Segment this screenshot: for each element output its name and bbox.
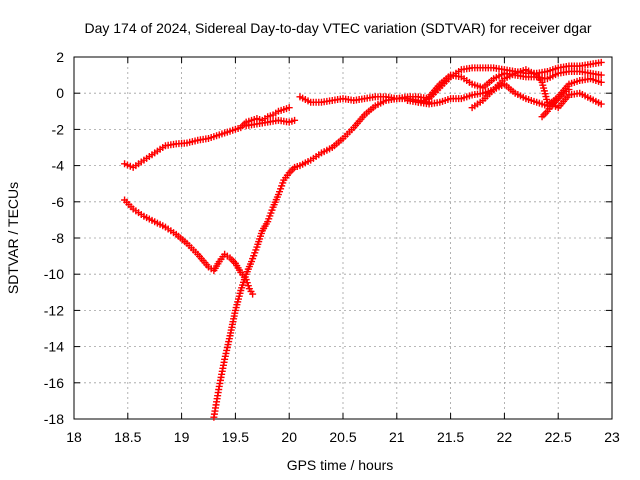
y-tick-label: -14 [44, 339, 64, 355]
x-tick-label: 22 [497, 429, 513, 445]
axis-ticks [73, 56, 613, 420]
series-track-f [425, 67, 605, 101]
y-tick-labels: -18 -16 -14 -12 -10 -8 -6 -4 -2 0 2 [44, 49, 64, 427]
y-tick-label: -10 [44, 266, 64, 282]
x-tick-label: 18 [66, 429, 82, 445]
x-tick-label: 19.5 [222, 429, 249, 445]
x-tick-label: 21.5 [437, 429, 464, 445]
series-track-a [121, 104, 293, 171]
chart-title: Day 174 of 2024, Sidereal Day-to-day VTE… [84, 20, 591, 36]
y-tick-label: -18 [44, 411, 64, 427]
y-tick-label: 2 [56, 49, 64, 65]
y-tick-label: -2 [52, 121, 65, 137]
series-track-d [296, 93, 433, 106]
y-tick-label: -4 [52, 158, 65, 174]
y-tick-label: -6 [52, 194, 65, 210]
y-tick-label: 0 [56, 85, 64, 101]
x-tick-label: 22.5 [545, 429, 572, 445]
data-point [597, 78, 605, 86]
y-tick-label: -12 [44, 302, 64, 318]
series-track-h [468, 66, 605, 112]
data-point [597, 71, 605, 79]
x-tick-labels: 18 18.5 19 19.5 20 20.5 21 21.5 22 22.5 23 [66, 429, 620, 445]
data-point [249, 290, 257, 298]
x-tick-label: 20 [281, 429, 297, 445]
data-point [285, 104, 293, 112]
x-tick-label: 18.5 [114, 429, 141, 445]
x-tick-label: 20.5 [329, 429, 356, 445]
data-point [597, 58, 605, 66]
data-point [291, 116, 299, 124]
series-track-b [121, 196, 257, 298]
series-track-i [538, 86, 573, 121]
x-tick-label: 23 [604, 429, 620, 445]
data-point [597, 100, 605, 108]
y-tick-label: -16 [44, 375, 64, 391]
data-point [565, 86, 573, 94]
x-tick-label: 19 [174, 429, 190, 445]
series-track-a2 [242, 116, 299, 130]
x-axis-title: GPS time / hours [287, 457, 394, 473]
x-tick-label: 21 [389, 429, 405, 445]
y-tick-label: -8 [52, 230, 65, 246]
data-points [121, 58, 605, 421]
y-axis-title: SDTVAR / TECUs [5, 182, 21, 294]
